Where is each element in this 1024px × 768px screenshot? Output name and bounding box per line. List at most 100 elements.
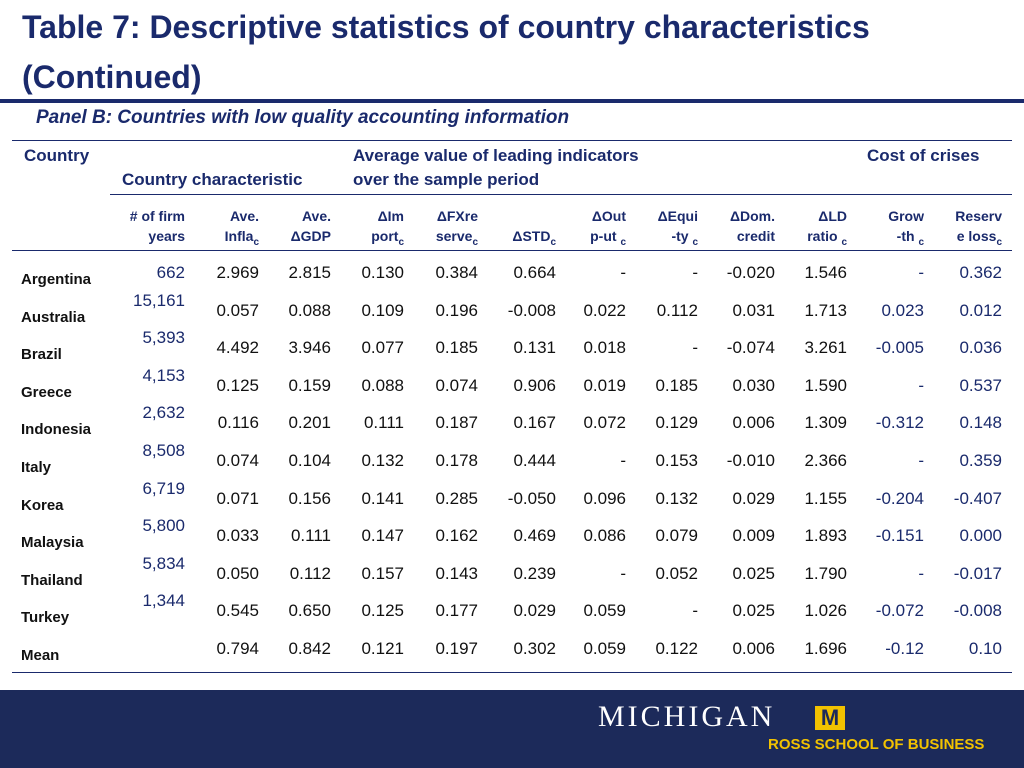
table-cell: 662 (156, 263, 185, 282)
table-row: Indonesia 2,632 0.116 0.201 0.111 0.187 0.167 0… (12, 403, 1012, 442)
column-header: Grow -th c (888, 206, 924, 253)
header-group-indicators-line1: Average value of leading indicators (353, 146, 639, 165)
column-header-line2: -th c (888, 226, 924, 253)
table-cell: 0.029 (732, 488, 775, 508)
block-m-logo: M (815, 706, 845, 730)
table-cell: -0.005 (875, 338, 924, 358)
table-cell: 3.946 (288, 338, 331, 358)
footer-bar (0, 690, 1024, 768)
table-cell: 0.031 (732, 300, 775, 320)
table-cell: - (692, 263, 698, 282)
table-row: Brazil 5,393 4.492 3.946 0.077 0.185 0.131 0.01… (12, 328, 1012, 367)
table-cell: 0.112 (656, 300, 698, 320)
table-row: Malaysia 5,800 0.033 0.111 0.147 0.162 0.469 0.… (12, 516, 1012, 555)
table-cell: - (918, 375, 924, 395)
column-header-subscript: c (620, 236, 626, 248)
column-header-line1: # of firm (129, 208, 185, 224)
country-name: Australia (21, 308, 86, 326)
country-name: Turkey (21, 609, 70, 627)
column-header-text: -th (896, 228, 919, 244)
table-cell: -0.312 (875, 413, 924, 433)
table-cell: -0.204 (875, 488, 924, 508)
table-cell: 0.906 (513, 375, 556, 395)
table-cell: 6,719 (142, 478, 185, 498)
table-cell: - (692, 601, 698, 621)
column-header-line2: years (130, 226, 185, 253)
table-cell: 0.036 (959, 338, 1002, 358)
table-cell: - (918, 563, 924, 583)
table-row: Argentina 662 2.969 2.815 0.130 0.384 0.664 - - -… (12, 254, 1012, 292)
table-cell: 0.071 (216, 488, 259, 508)
table-cell: 0.029 (513, 601, 556, 621)
table-cell: 1.546 (804, 263, 847, 282)
table-cell: -0.008 (507, 300, 556, 320)
header-group-cost: Cost of crises (867, 146, 980, 165)
table-cell: 0.167 (513, 413, 556, 433)
column-header: ΔSTDc (512, 206, 556, 253)
column-header-subscript: c (398, 236, 404, 248)
column-header-line2: portc (371, 226, 404, 253)
column-header: Ave. ΔGDP (291, 206, 331, 253)
table-cell: -0.050 (507, 488, 556, 508)
table-cell: -0.12 (885, 639, 924, 658)
country-name: Thailand (21, 571, 83, 589)
table-cell: 0.156 (288, 488, 331, 508)
column-header-line2: ΔGDP (291, 226, 331, 253)
table-row: Australia 15,161 0.057 0.088 0.109 0.196 -0.00… (12, 291, 1012, 330)
column-header-line1: Grow (888, 208, 924, 224)
column-header-subscript: c (472, 236, 478, 248)
column-header-line2: credit (730, 226, 775, 253)
table-cell: 0.148 (959, 413, 1002, 433)
column-header: Reserv e lossc (955, 206, 1002, 253)
country-name: Malaysia (21, 534, 84, 552)
title-divider (0, 99, 1024, 103)
table-cell: 0.096 (583, 488, 626, 508)
column-header-text: port (371, 228, 399, 244)
table-cell: 1.590 (804, 375, 847, 395)
column-header-subscript: c (692, 236, 698, 248)
header-group-characteristic: Country characteristic (122, 170, 303, 189)
table-cell: 0.088 (288, 300, 331, 320)
table-cell: 0.006 (732, 413, 775, 433)
table-cell: 0.025 (732, 563, 775, 583)
table-cell: 0.162 (435, 526, 478, 546)
table-cell: 0.664 (513, 263, 556, 282)
column-header-text: ΔGDP (290, 228, 331, 244)
table-cell: 0.650 (288, 601, 331, 621)
table-cell: -0.017 (953, 563, 1002, 583)
table-cell: 0.009 (732, 526, 775, 546)
table-cell: 0.019 (583, 375, 626, 395)
table-cell: 0.059 (583, 601, 626, 621)
column-header-line1: ΔFXre (436, 208, 478, 224)
table-cell: 0.185 (435, 338, 478, 358)
table-cell: 0.129 (655, 413, 698, 433)
table-cell: 0.059 (583, 639, 626, 658)
table-cell: 0.079 (655, 526, 698, 546)
table-cell: 0.201 (288, 413, 331, 433)
column-header-subscript: c (918, 236, 924, 248)
table-row: Turkey 1,344 0.545 0.650 0.125 0.177 0.029 0.05… (12, 591, 1012, 630)
country-name: Indonesia (21, 421, 92, 439)
table-cell: 0.143 (435, 563, 478, 583)
table-cell: 0.177 (435, 601, 478, 621)
table-cell: 0.074 (435, 375, 478, 395)
column-header-text: years (148, 228, 185, 244)
table-cell: 5,393 (142, 328, 185, 348)
table-cell: 0.147 (361, 526, 404, 546)
table-cell: 0.121 (361, 639, 404, 658)
table-cell: 1.309 (804, 413, 847, 433)
column-header-subscript: c (550, 236, 556, 248)
column-header-line2: servec (436, 226, 478, 253)
header-country: Country (24, 146, 90, 165)
table-cell: 5,800 (142, 516, 185, 536)
table-cell: 0.185 (655, 375, 698, 395)
column-header-text: Infla (224, 228, 254, 244)
table-row: Thailand 5,834 0.050 0.112 0.157 0.143 0.239-0… (12, 554, 1012, 593)
country-name: Greece (21, 383, 72, 401)
table-cell: 8,508 (142, 441, 185, 460)
table-cell: 0.006 (732, 639, 775, 658)
table-bottom-rule (12, 672, 1012, 673)
table-cell: 0.153 (655, 451, 698, 470)
table-cell: 0.077 (361, 338, 404, 358)
table-cell: 0.057 (216, 300, 259, 320)
